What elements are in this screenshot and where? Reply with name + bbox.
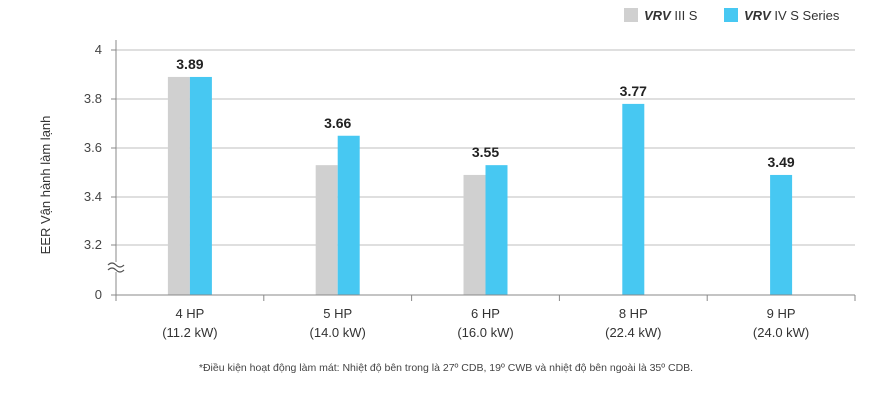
x-tick-label: (14.0 kW) — [310, 325, 366, 340]
axis-break-mark — [107, 262, 125, 268]
x-tick-label: (11.2 kW) — [162, 325, 217, 340]
x-tick-label: 8 HP — [619, 306, 648, 321]
x-tick-label: 6 HP — [471, 306, 500, 321]
x-tick-label: (22.4 kW) — [605, 325, 661, 340]
x-tick-label: (24.0 kW) — [753, 325, 809, 340]
legend-swatch — [724, 8, 738, 22]
legend-label: VRV III S — [644, 8, 698, 23]
data-label: 3.89 — [176, 56, 203, 72]
bar-vrv-iv-s-4 — [770, 174, 793, 295]
x-tick-label: (16.0 kW) — [457, 325, 513, 340]
legend-brand: VRV — [644, 8, 672, 23]
x-tick-label: 4 HP — [175, 306, 204, 321]
bar-vrv-iii-s-2 — [463, 174, 486, 295]
y-tick-label: 0 — [95, 287, 102, 302]
x-tick-label: 5 HP — [323, 306, 352, 321]
data-label: 3.49 — [767, 154, 794, 170]
data-label: 3.66 — [324, 115, 351, 131]
bar-chart: 3.89 3.66 3.55 3.77 3.49 4 3.8 3.6 3.4 3.2 0 4 HP (1… — [38, 8, 856, 340]
y-axis-title: EER Vận hành làm lạnh — [38, 116, 53, 255]
legend-label: VRV IV S Series — [744, 8, 840, 23]
legend-brand: VRV — [744, 8, 772, 23]
bar-vrv-iii-s-1 — [315, 165, 338, 295]
bar-vrv-iv-s-2 — [485, 165, 508, 295]
bar-vrv-iv-s-0 — [189, 76, 212, 295]
legend-series-name: IV S Series — [771, 8, 840, 23]
legend-swatch — [624, 8, 638, 22]
y-tick-label: 3.4 — [84, 189, 102, 204]
y-tick-label: 3.6 — [84, 140, 102, 155]
y-tick-label: 3.8 — [84, 91, 102, 106]
data-label: 3.55 — [472, 144, 499, 160]
bar-vrv-iv-s-3 — [622, 103, 645, 296]
y-tick-label: 4 — [95, 42, 102, 57]
footnote: *Điều kiện hoạt động làm mát: Nhiệt độ b… — [198, 362, 694, 374]
y-tick-label: 3.2 — [84, 237, 102, 252]
bar-vrv-iii-s-0 — [167, 76, 190, 295]
x-tick-label: 9 HP — [767, 306, 796, 321]
axis-break-mark — [107, 267, 125, 273]
data-label: 3.77 — [620, 83, 647, 99]
bar-vrv-iv-s-1 — [337, 135, 360, 295]
axis-break-mask — [108, 262, 124, 272]
legend-series-name: III S — [671, 8, 698, 23]
